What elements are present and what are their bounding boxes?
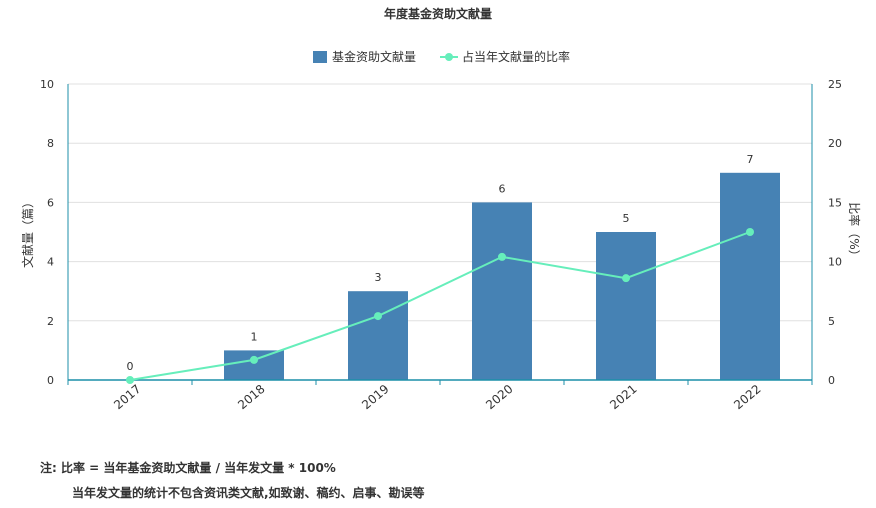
y2-tick-label: 10 (828, 256, 842, 269)
ratio-line (126, 228, 754, 384)
gridlines (68, 83, 812, 322)
legend-bar-swatch (313, 51, 327, 63)
ratio-point[interactable] (498, 252, 506, 261)
legend-item-line[interactable]: 占当年文献量的比率 (440, 49, 570, 64)
legend-line-marker (445, 53, 453, 61)
y2-axis-label: 比率（%） (847, 202, 862, 261)
x-tick-label: 2021 (607, 382, 639, 412)
note-formula: 注: 比率 = 当年基金资助文献量 / 当年发文量 * 100% (40, 461, 336, 475)
x-tick-label: 2018 (235, 382, 267, 412)
bar-value-label: 7 (747, 153, 754, 166)
y2-tick-label: 0 (828, 374, 835, 387)
note-exclusion: 当年发文量的统计不包含资讯类文献,如致谢、稿约、启事、勘误等 (72, 486, 425, 500)
x-tick-label: 2020 (483, 382, 515, 412)
y2-tick-label: 25 (828, 78, 842, 91)
ratio-line-path (129, 231, 751, 381)
bar-labels: 0 1 3 6 5 7 (127, 153, 754, 373)
bar[interactable] (348, 291, 408, 380)
y-axis-label: 文献量（篇） (20, 196, 35, 268)
y-tick-label: 4 (47, 256, 54, 269)
y-tick-label: 2 (47, 315, 54, 328)
legend: 基金资助文献量 占当年文献量的比率 (313, 49, 570, 64)
y-tick-label: 0 (47, 374, 54, 387)
bar[interactable] (596, 232, 656, 380)
bar[interactable] (720, 172, 780, 380)
x-tick-label: 2019 (359, 382, 391, 412)
ratio-point[interactable] (622, 274, 630, 283)
y-tick-label: 6 (47, 196, 54, 209)
ratio-point[interactable] (746, 228, 754, 236)
x-axis-ticks: 2017 2018 2019 2020 2021 2022 (111, 382, 763, 412)
chart-title: 年度基金资助文献量 (384, 6, 492, 21)
y2-tick-label: 5 (828, 315, 835, 328)
axes (67, 84, 813, 385)
y-axis-ticks: 0 2 4 6 8 10 (40, 78, 54, 387)
legend-line-label: 占当年文献量的比率 (462, 49, 570, 64)
bar-value-label: 3 (375, 271, 382, 284)
y-tick-label: 8 (47, 137, 54, 150)
ratio-point[interactable] (250, 355, 258, 364)
y-tick-label: 10 (40, 78, 54, 91)
bar-value-label: 0 (127, 360, 134, 373)
bar[interactable] (224, 350, 284, 380)
y2-tick-label: 15 (828, 196, 842, 209)
y2-axis-ticks: 0 5 10 15 20 25 (828, 78, 842, 387)
ratio-point[interactable] (126, 376, 134, 384)
bars (224, 172, 780, 380)
bar-value-label: 5 (623, 212, 630, 225)
legend-bar-label: 基金资助文献量 (332, 49, 416, 64)
ratio-point[interactable] (374, 312, 382, 321)
y2-tick-label: 20 (828, 137, 842, 150)
x-tick-label: 2017 (111, 382, 143, 412)
legend-item-bar[interactable]: 基金资助文献量 (313, 49, 416, 64)
bar-value-label: 1 (251, 330, 258, 343)
x-tick-label: 2022 (731, 382, 763, 412)
bar[interactable] (472, 202, 532, 380)
bar-value-label: 6 (499, 182, 506, 195)
